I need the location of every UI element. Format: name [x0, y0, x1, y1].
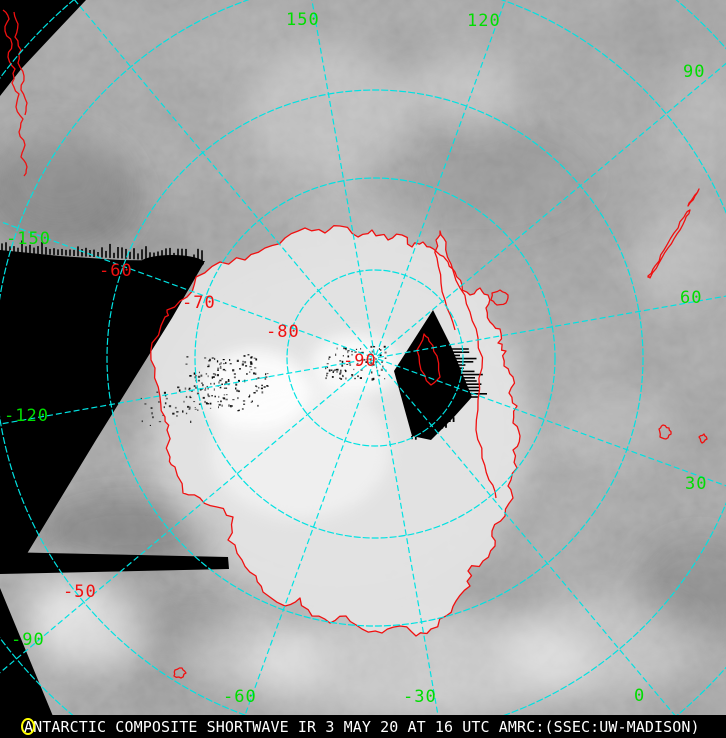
meridian-line — [311, 0, 376, 356]
south-america-inner-coastline — [13, 11, 28, 116]
longitude-label: -30 — [403, 687, 437, 707]
alexander-island-coastline — [416, 333, 441, 386]
meridian-line — [377, 295, 726, 359]
missing-data-corner-bottom-left — [0, 588, 62, 738]
missing-data-band-left — [0, 552, 229, 574]
antarctica-coastline — [150, 225, 521, 637]
antarctic-peninsula-coastline — [434, 230, 497, 499]
peninsula-tip-islands — [490, 289, 509, 306]
meridian-line — [376, 359, 695, 738]
longitude-label: -90 — [11, 630, 45, 650]
longitude-label: -60 — [223, 687, 257, 707]
island-right — [698, 433, 708, 444]
caption-text: ANTARCTIC COMPOSITE SHORTWAVE IR 3 MAY 2… — [24, 717, 700, 736]
caption-bar: ANTARCTIC COMPOSITE SHORTWAVE IR 3 MAY 2… — [0, 715, 726, 738]
longitude-label: -120 — [4, 406, 49, 426]
latitude-circle — [106, 89, 644, 627]
longitude-label: 60 — [680, 288, 702, 308]
missing-data-regions — [0, 0, 487, 738]
new-zealand-coastline — [647, 209, 691, 279]
latitude-label: -60 — [99, 261, 133, 281]
missing-data-wedge-center — [394, 310, 472, 440]
latitude-label: -50 — [63, 582, 97, 602]
longitude-label: 90 — [683, 62, 705, 82]
coastline-layer — [2, 9, 708, 679]
south-america-coastline — [2, 9, 28, 177]
meridian-line — [0, 220, 373, 358]
longitude-label: 120 — [467, 11, 501, 31]
longitude-label: -150 — [6, 229, 51, 249]
meridian-line — [73, 0, 374, 357]
longitude-label: 0 — [634, 686, 645, 706]
latitude-circle — [286, 269, 464, 447]
cursor-marker-icon — [21, 718, 35, 735]
longitude-label: 30 — [685, 474, 707, 494]
meridian-line — [376, 62, 726, 357]
new-zealand-north-coastline — [687, 188, 700, 207]
latitude-label: -80 — [266, 322, 300, 342]
island-bottom-left — [173, 667, 187, 679]
missing-data-wedge-left — [0, 250, 205, 557]
missing-data-corner-top-left — [0, 0, 86, 96]
longitude-label: 150 — [286, 10, 320, 30]
meridian-line — [0, 357, 373, 425]
meridian-line — [375, 0, 506, 356]
meridian-line — [374, 360, 443, 738]
latitude-label: -90 — [343, 351, 377, 371]
latitude-circle — [194, 177, 556, 539]
meridian-line — [0, 359, 374, 674]
meridian-line — [377, 358, 726, 487]
island-southeast — [658, 424, 672, 440]
meridian-line — [236, 360, 375, 738]
cloud-blobs — [0, 45, 726, 720]
latitude-label: -70 — [182, 293, 216, 313]
label-layer: 150 120 90 60 30 0 -30 -60 -90 -120 -150 -50 -60 -70 -… — [4, 10, 707, 707]
